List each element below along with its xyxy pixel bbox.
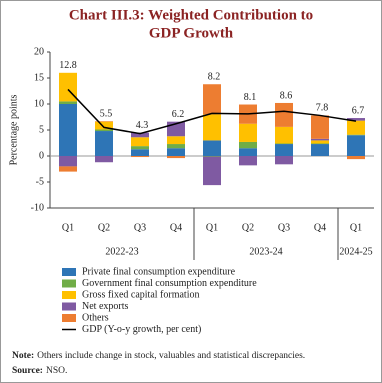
note: Note: Others include change in stock, val… [12, 351, 305, 361]
bar-segment [347, 134, 365, 136]
legend-label: Gross fixed capital formation [82, 289, 199, 300]
source-text: NSO. [46, 366, 67, 376]
bar-segment [131, 137, 149, 147]
y-tick-label: 15 [34, 72, 44, 83]
bar-segment [275, 143, 293, 145]
legend-swatch [62, 268, 76, 276]
bar-segment [131, 156, 149, 158]
x-tick-label: Q1 [206, 222, 218, 233]
note-text: Others include change in stock, valuable… [37, 351, 305, 361]
legend-swatch [62, 314, 76, 322]
legend-swatch [62, 279, 76, 288]
bar-segment [311, 143, 329, 145]
bar-segment [311, 140, 329, 144]
legend-label: Private final consumption expenditure [82, 266, 236, 277]
bar-segment [59, 166, 77, 172]
bar-segment [95, 121, 113, 130]
bar-segment [311, 138, 329, 141]
y-tick-label: 20 [34, 46, 44, 57]
x-tick-label: Q1 [350, 222, 362, 233]
x-group-label: 2023-24 [249, 246, 282, 257]
bar-segment [203, 156, 221, 186]
bar-segment [59, 101, 77, 104]
bar-segment [167, 156, 185, 159]
legend-label: Others [82, 312, 109, 323]
source: Source: NSO. [12, 366, 67, 376]
bar-segment [311, 115, 329, 139]
bar-segment [239, 156, 257, 166]
data-label: 6.7 [352, 105, 365, 116]
bar-segment [203, 114, 221, 141]
bar-segment [239, 123, 257, 142]
x-tick-label: Q4 [314, 222, 326, 233]
bar-segment [203, 84, 221, 115]
x-group-label: 2022-23 [105, 246, 138, 257]
data-label: 6.2 [172, 109, 185, 120]
data-label: 8.1 [244, 92, 257, 103]
x-tick-label: Q2 [242, 222, 254, 233]
bar-segment [275, 126, 293, 144]
chart-title: GDP Growth [149, 25, 234, 41]
y-tick-label: 5 [39, 124, 44, 135]
data-label: 8.6 [280, 90, 293, 101]
y-tick-label: -10 [31, 202, 44, 213]
bar-segment [203, 140, 221, 156]
data-label: 7.8 [316, 103, 329, 114]
bar-segment [347, 156, 365, 160]
data-label: 5.5 [100, 108, 113, 119]
bar-segment [131, 149, 149, 156]
note-label: Note: [12, 351, 34, 361]
legend-label: GDP (Y-o-y growth, per cent) [82, 324, 201, 335]
data-label: 12.8 [59, 60, 77, 71]
x-tick-label: Q2 [98, 222, 110, 233]
bar-segment [167, 136, 185, 145]
bar-segment [239, 141, 257, 149]
y-tick-label: 0 [39, 150, 44, 161]
chart-title: Chart III.3: Weighted Contribution to [69, 7, 313, 23]
source-label: Source: [12, 366, 43, 376]
x-tick-label: Q3 [134, 222, 146, 233]
bar-segment [347, 118, 365, 121]
bar-segment [95, 156, 113, 163]
data-label: 8.2 [208, 72, 221, 83]
legend-label: Government final consumption expenditure [82, 278, 257, 289]
bar-segment [167, 148, 185, 156]
x-tick-label: Q3 [278, 222, 290, 233]
bar-segment [239, 148, 257, 156]
bar-segment [347, 120, 365, 135]
bar-segment [203, 156, 221, 157]
bar-segment [275, 144, 293, 156]
legend-swatch [62, 302, 76, 311]
bar-segment [95, 129, 113, 132]
x-tick-label: Q1 [62, 222, 74, 233]
bar-segment [95, 131, 113, 156]
y-tick-label: 10 [34, 98, 44, 109]
bar-segment [347, 135, 365, 156]
legend-swatch [62, 291, 76, 299]
y-axis-label: Percentage points [8, 94, 19, 165]
bar-segment [275, 102, 293, 127]
data-label: 4.3 [136, 120, 149, 131]
bar-segment [59, 104, 77, 156]
bar-segment [311, 144, 329, 156]
x-group-label: 2024-25 [339, 246, 372, 257]
bar-segment [131, 132, 149, 138]
legend-label: Net exports [82, 301, 128, 312]
gdp-line [67, 88, 357, 135]
bar-segment [275, 156, 293, 165]
bar-segment [131, 146, 149, 150]
y-tick-label: -5 [36, 176, 44, 187]
bar-segment [59, 156, 77, 167]
bar-segment [95, 121, 113, 122]
bar-segment [167, 144, 185, 149]
x-tick-label: Q4 [170, 222, 182, 233]
